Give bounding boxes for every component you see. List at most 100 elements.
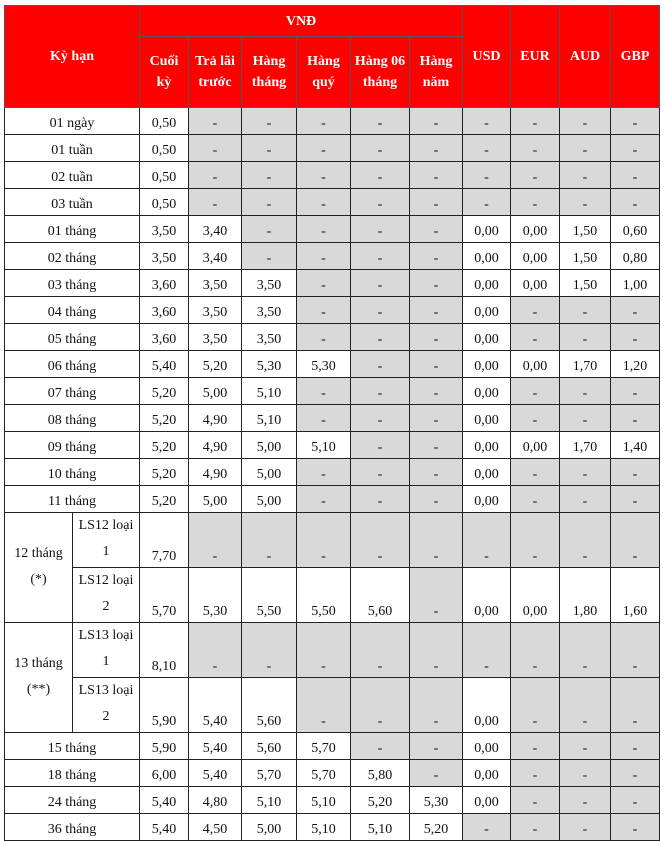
term-cell: 10 tháng [4,458,140,486]
rate-cell: - [462,134,511,162]
rate-cell: - [462,161,511,189]
rate-cell: - [350,732,410,760]
rate-cell: 5,30 [188,567,242,623]
rate-cell: - [350,431,410,459]
end-of-term-header: Cuối kỳ [139,36,189,108]
rate-cell: - [241,215,297,243]
rate-cell: 3,50 [241,269,297,297]
rate-cell: 1,50 [559,269,611,297]
term-cell: 03 tháng [4,269,140,297]
rate-cell: 3,50 [241,296,297,324]
rate-cell: 5,40 [139,813,189,841]
rate-cell: - [409,567,463,623]
rate-cell: - [241,134,297,162]
rate-cell: 5,40 [188,732,242,760]
rate-cell: 5,60 [241,732,297,760]
rate-cell: 3,60 [139,323,189,351]
rate-cell: - [559,485,611,513]
rate-cell: 5,10 [241,786,297,814]
rate-cell: 3,50 [241,323,297,351]
table-row: 03 tháng 3,60 3,50 3,50- - -0,00 0,00 1,50 1,00 [4,269,660,297]
rate-cell: 3,60 [139,296,189,324]
table-row: 24 tháng 5,40 4,80 5,10 5,10 5,20 5,30 0,00- - - [4,786,660,814]
rate-cell: - [350,107,410,135]
rate-cell: - [296,242,351,270]
rate-cell: 0,00 [462,269,511,297]
monthly-header: Hàng tháng [241,36,297,108]
rate-cell: - [610,622,660,678]
term-cell: 01 tuần [4,134,140,162]
rate-cell: 5,40 [139,350,189,378]
annual-header: Hàng năm [409,36,463,108]
rate-cell: - [559,377,611,405]
rate-cell: - [510,404,560,432]
term-cell: 04 tháng [4,296,140,324]
rate-cell: 4,50 [188,813,242,841]
rate-cell: 4,90 [188,404,242,432]
term-group-cell: 12 tháng (*) [4,512,73,623]
rate-cell: - [409,732,463,760]
rate-cell: - [296,188,351,216]
rate-cell: 0,00 [462,215,511,243]
table-row: 05 tháng 3,60 3,50 3,50- - -0,00- - - [4,323,660,351]
rate-cell: - [559,512,611,568]
rate-cell: - [510,107,560,135]
rate-cell: - [409,377,463,405]
rate-cell: 5,20 [139,458,189,486]
rate-cell: - [510,323,560,351]
rate-cell: - [610,134,660,162]
rate-cell: - [610,323,660,351]
rate-cell: - [559,323,611,351]
rate-cell: 0,50 [139,188,189,216]
gbp-header: GBP [610,5,660,108]
rate-cell: 0,60 [610,215,660,243]
rate-cell: - [510,485,560,513]
rate-cell: 5,20 [350,786,410,814]
rate-cell: - [409,242,463,270]
rate-cell: 3,40 [188,215,242,243]
table-row: 09 tháng 5,20 4,90 5,00 5,10- -0,00 0,00 1,70 1,… [4,431,660,459]
rate-cell: - [188,134,242,162]
rate-cell: - [610,161,660,189]
rate-cell: 0,00 [510,350,560,378]
rate-cell: - [510,188,560,216]
term-cell: 01 ngày [4,107,140,135]
rate-cell: - [296,134,351,162]
rate-cell: - [510,296,560,324]
rate-cell: - [409,431,463,459]
rate-cell: - [296,512,351,568]
rate-cell: - [296,377,351,405]
rate-cell: - [559,188,611,216]
rate-cell: 0,00 [462,404,511,432]
rate-cell: 3,50 [139,215,189,243]
rate-cell: - [462,512,511,568]
term-cell: 15 tháng [4,732,140,760]
rate-cell: 5,80 [350,759,410,787]
term-cell: 07 tháng [4,377,140,405]
rate-cell: - [559,813,611,841]
table-row: 01 tháng 3,50 3,40- - - -0,00 0,00 1,50 0,60 [4,215,660,243]
rate-cell: - [559,677,611,733]
table-row: 01 ngày 0,50- - - - - - - - - [4,107,660,135]
rate-cell: - [350,404,410,432]
rate-cell: - [510,161,560,189]
table-row: 13 tháng (**) LS13 loại 1 8,10- - - - - - - - - [4,622,660,733]
rate-cell: 3,50 [139,242,189,270]
aud-header: AUD [559,5,611,108]
table-row: LS13 loại 2 5,90 5,40 5,60- - -0,00- - - [5,677,660,733]
rate-cell: - [510,134,560,162]
rate-cell: 5,20 [139,404,189,432]
rate-cell: - [462,813,511,841]
rate-cell: 0,00 [462,759,511,787]
rate-cell: - [296,296,351,324]
semiannual-header: Hàng 06 tháng [350,36,410,108]
term-cell: 11 tháng [4,485,140,513]
rate-cell: - [462,622,511,678]
rate-cell: 5,10 [241,377,297,405]
rate-cell: - [350,377,410,405]
rate-cell: - [296,404,351,432]
rate-cell: - [610,759,660,787]
rate-cell: 5,00 [241,431,297,459]
rate-cell: 3,50 [188,296,242,324]
rate-cell: - [296,677,351,733]
